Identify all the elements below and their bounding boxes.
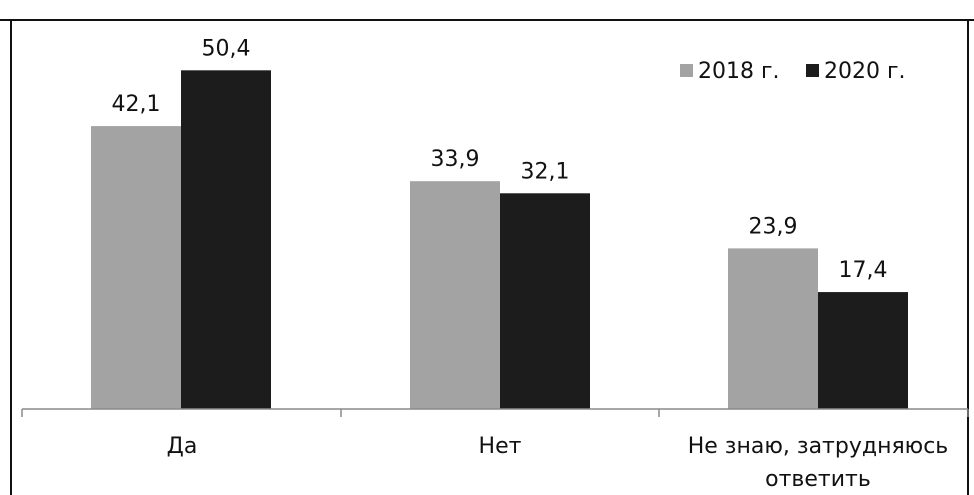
category-labels-layer: Да Нет Не знаю, затрудняюсь ответить [167,434,949,492]
bar-2018-2 [728,248,818,409]
category-label-line: Нет [479,434,522,459]
value-labels-layer: 42,1 33,9 23,9 50,4 32,1 17,4 [112,36,888,283]
legend: 2018 г. 2020 г. [680,59,906,84]
category-label-1: Нет [479,434,522,459]
category-label-line: Не знаю, затрудняюсь [688,434,949,459]
bar-2018-1 [410,181,500,409]
bar-2018-0 [91,126,181,409]
category-label-2: Не знаю, затрудняюсь ответить [688,434,949,492]
value-label-2018-1: 33,9 [431,147,480,172]
bar-2020-2 [818,292,908,409]
bars-layer [91,70,908,409]
legend-label-2018: 2018 г. [698,59,780,84]
value-label-2018-2: 23,9 [749,214,798,239]
x-ticks-layer [21,409,969,417]
legend-label-2020: 2020 г. [824,59,906,84]
legend-swatch-2020 [806,64,819,77]
legend-swatch-2018 [680,64,693,77]
bar-2020-1 [500,193,590,409]
category-label-0: Да [167,434,198,459]
value-label-2020-1: 32,1 [521,159,570,184]
value-label-2018-0: 42,1 [112,92,161,117]
value-label-2020-2: 17,4 [839,258,888,283]
category-label-line: Да [167,434,198,459]
bar-2020-0 [181,70,271,409]
category-label-line: ответить [765,467,871,492]
value-label-2020-0: 50,4 [202,36,251,61]
